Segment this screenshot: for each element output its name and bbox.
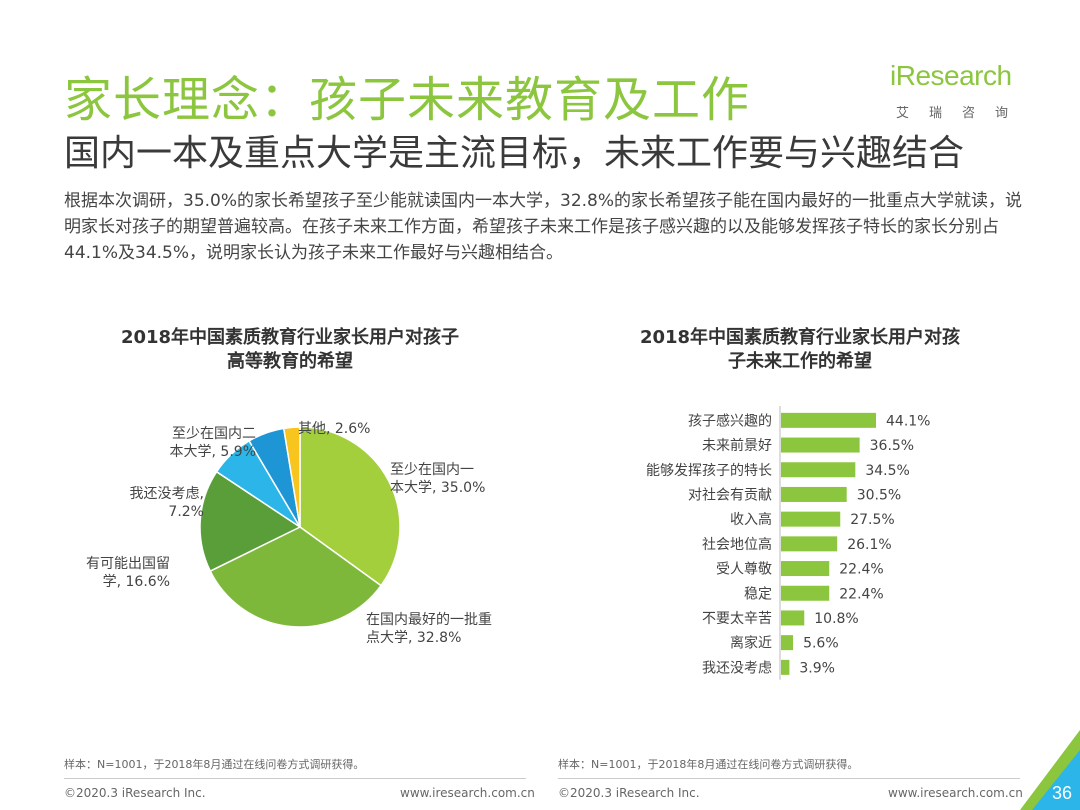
corner-blue-triangle bbox=[1032, 750, 1080, 810]
bar bbox=[781, 536, 838, 552]
bar bbox=[781, 635, 794, 651]
pie-slice bbox=[199, 470, 302, 573]
bar bbox=[781, 659, 790, 675]
bar bbox=[781, 486, 847, 502]
iresearch-logo: iResearch 艾瑞咨询 bbox=[890, 58, 1050, 128]
bar-category-label: 我还没考虑 bbox=[702, 660, 772, 676]
bar-value-label: 36.5% bbox=[870, 438, 914, 454]
pie-slice-label: 在国内最好的一批重点大学, 32.8% bbox=[366, 612, 492, 646]
pie-slice bbox=[299, 426, 401, 587]
bar bbox=[781, 585, 830, 601]
bar-chart-title: 2018年中国素质教育行业家长用户对孩 子未来工作的希望 bbox=[590, 326, 1010, 374]
corner-decoration bbox=[1020, 730, 1080, 810]
bar-value-label: 22.4% bbox=[839, 562, 883, 578]
pie-chart-title: 2018年中国素质教育行业家长用户对孩子 高等教育的希望 bbox=[80, 326, 500, 374]
bar-value-label: 34.5% bbox=[865, 463, 909, 479]
pie-slice bbox=[209, 526, 383, 628]
left-sample-note: 样本：N=1001，于2018年8月通过在线问卷方式调研获得。 bbox=[64, 758, 365, 771]
left-footer-divider bbox=[64, 778, 526, 779]
pie-slice-label: 有可能出国留学, 16.6% bbox=[86, 556, 170, 590]
pie-slice bbox=[282, 426, 301, 528]
pie-slice-label: 至少在国内一本大学, 35.0% bbox=[390, 462, 485, 496]
bar bbox=[781, 511, 841, 527]
bar bbox=[781, 610, 805, 626]
bar-value-label: 22.4% bbox=[839, 586, 883, 602]
bar-value-label: 5.6% bbox=[803, 636, 839, 652]
bar-value-label: 10.8% bbox=[814, 611, 858, 627]
bar-value-label: 44.1% bbox=[886, 413, 930, 429]
bar bbox=[781, 462, 856, 478]
bar-category-label: 能够发挥孩子的特长 bbox=[646, 463, 772, 479]
bar-category-label: 未来前景好 bbox=[702, 437, 772, 454]
bar-category-label: 稳定 bbox=[744, 586, 772, 602]
logo-chinese-name: 艾瑞咨询 bbox=[896, 106, 1029, 121]
bar-chart-title-line-2: 子未来工作的希望 bbox=[728, 351, 872, 372]
pie-chart-title-line-2: 高等教育的希望 bbox=[227, 351, 353, 372]
right-footer-copyright: ©2020.3 iResearch Inc. bbox=[558, 786, 700, 800]
bar-value-label: 3.9% bbox=[799, 660, 835, 676]
bar bbox=[781, 561, 830, 577]
page-title: 家长理念：孩子未来教育及工作 bbox=[64, 72, 751, 128]
bar-chart-title-line-1: 2018年中国素质教育行业家长用户对孩 bbox=[639, 327, 961, 348]
bar-category-label: 受人尊敬 bbox=[716, 561, 772, 578]
bar-chart: 孩子感兴趣的 44.1% 未来前景好 36.5% 能够发挥孩子的特长 34.5% 对社会有贡… bbox=[646, 406, 930, 680]
summary-paragraph: 根据本次调研，35.0%的家长希望孩子至少能就读国内一本大学，32.8%的家长希… bbox=[64, 191, 1023, 263]
bar bbox=[781, 437, 860, 453]
left-footer-copyright: ©2020.3 iResearch Inc. bbox=[64, 786, 206, 800]
right-footer-divider bbox=[558, 778, 1020, 779]
page-subtitle: 国内一本及重点大学是主流目标，未来工作要与兴趣结合 bbox=[64, 133, 965, 174]
page-number: 36 bbox=[1051, 783, 1072, 803]
pie-chart-title-line-1: 2018年中国素质教育行业家长用户对孩子 bbox=[120, 327, 460, 348]
pie-slice-label: 其他, 2.6% bbox=[298, 421, 370, 437]
bar-category-label: 不要太辛苦 bbox=[702, 611, 772, 627]
bar-category-label: 对社会有贡献 bbox=[688, 487, 772, 503]
right-footer-url: www.iresearch.com.cn bbox=[888, 786, 1023, 800]
bar bbox=[781, 412, 876, 428]
bar-category-label: 社会地位高 bbox=[702, 536, 772, 553]
pie-slice-label: 我还没考虑, 7.2% bbox=[130, 486, 204, 520]
bar-category-label: 孩子感兴趣的 bbox=[688, 412, 772, 429]
pie-slice-label: 至少在国内二本大学, 5.9% bbox=[170, 426, 256, 460]
bar-value-label: 27.5% bbox=[850, 512, 894, 528]
pie-chart: 至少在国内一本大学, 35.0% 在国内最好的一批重点大学, 32.8% 有可能出国… bbox=[86, 421, 492, 646]
logo-wordmark: iResearch bbox=[890, 60, 1012, 91]
right-sample-note: 样本：N=1001，于2018年8月通过在线问卷方式调研获得。 bbox=[558, 758, 859, 771]
bar-category-label: 离家近 bbox=[730, 635, 772, 652]
bar-category-label: 收入高 bbox=[730, 511, 772, 528]
bar-value-label: 30.5% bbox=[857, 487, 901, 503]
left-footer-url: www.iresearch.com.cn bbox=[400, 786, 535, 800]
bar-value-label: 26.1% bbox=[847, 537, 891, 553]
